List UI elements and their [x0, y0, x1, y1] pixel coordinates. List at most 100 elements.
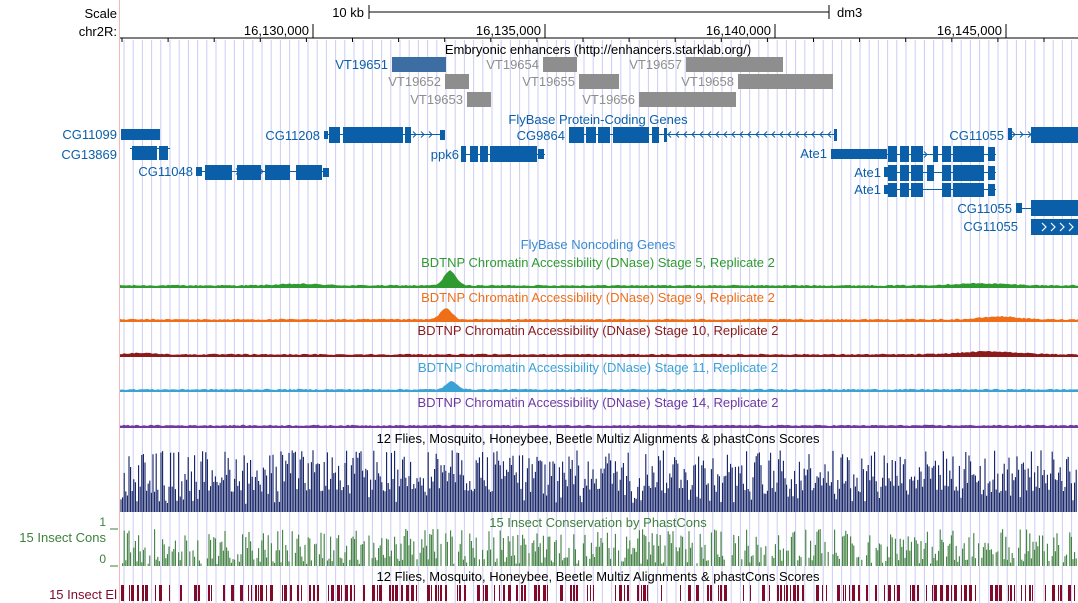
- conserved-element[interactable]: [363, 585, 365, 601]
- conserved-element[interactable]: [231, 585, 234, 601]
- conserved-element[interactable]: [477, 585, 480, 601]
- enhancer-features[interactable]: [392, 57, 833, 107]
- conserved-element[interactable]: [858, 585, 860, 601]
- phastcons-bars[interactable]: [122, 529, 1077, 566]
- conserved-element[interactable]: [499, 585, 500, 601]
- conserved-element[interactable]: [1008, 585, 1009, 601]
- conserved-element[interactable]: [142, 585, 144, 601]
- conserved-element[interactable]: [345, 585, 348, 601]
- dnase-stage10-title[interactable]: BDTNP Chromatin Accessibility (DNase) St…: [417, 323, 778, 338]
- conserved-element[interactable]: [401, 585, 403, 601]
- conserved-element[interactable]: [211, 585, 212, 601]
- conserved-element[interactable]: [790, 585, 791, 601]
- conserved-element[interactable]: [538, 585, 540, 601]
- conserved-element[interactable]: [313, 585, 315, 601]
- noncoding-genes-track-title[interactable]: FlyBase Noncoding Genes: [521, 237, 676, 252]
- conserved-element[interactable]: [750, 585, 751, 601]
- conserved-element[interactable]: [258, 585, 259, 601]
- conserved-element[interactable]: [1021, 585, 1022, 601]
- enhancer-feature[interactable]: [738, 74, 833, 89]
- elements-side-label[interactable]: 15 Insect El: [49, 587, 117, 602]
- conserved-element[interactable]: [524, 585, 526, 601]
- dnase-stage10-signal[interactable]: [120, 351, 1078, 357]
- gene-label[interactable]: CG11055: [957, 201, 1012, 216]
- conserved-element[interactable]: [643, 585, 646, 601]
- enhancer-feature[interactable]: [579, 74, 619, 89]
- conserved-element[interactable]: [121, 585, 124, 601]
- conserved-element[interactable]: [573, 585, 575, 601]
- conserved-element[interactable]: [999, 585, 1002, 601]
- enhancer-feature[interactable]: [639, 92, 736, 107]
- conserved-element[interactable]: [198, 585, 200, 601]
- conserved-element[interactable]: [951, 585, 952, 601]
- conserved-element[interactable]: [328, 585, 329, 601]
- enhancer-feature[interactable]: [686, 57, 783, 72]
- conserved-element[interactable]: [975, 585, 976, 601]
- conserved-element[interactable]: [762, 585, 765, 601]
- gene-label[interactable]: CG11055: [963, 219, 1018, 234]
- conserved-element[interactable]: [615, 585, 616, 601]
- conserved-element[interactable]: [845, 585, 846, 601]
- conserved-element[interactable]: [435, 585, 437, 601]
- conserved-element[interactable]: [251, 585, 252, 601]
- conserved-element[interactable]: [884, 585, 885, 601]
- conserved-element[interactable]: [926, 585, 927, 601]
- protein-genes-track-title[interactable]: FlyBase Protein-Coding Genes: [508, 112, 688, 127]
- conserved-element[interactable]: [395, 585, 398, 601]
- conserved-element[interactable]: [284, 585, 287, 601]
- enhancer-feature[interactable]: [445, 74, 469, 89]
- phastcons-side-label[interactable]: 15 Insect Cons: [19, 530, 106, 545]
- conserved-element[interactable]: [969, 585, 972, 601]
- conserved-element[interactable]: [494, 585, 495, 601]
- gene-label[interactable]: Ate1: [854, 182, 881, 197]
- dnase-stage14-title[interactable]: BDTNP Chromatin Accessibility (DNase) St…: [417, 395, 778, 410]
- conserved-element[interactable]: [543, 585, 546, 601]
- conserved-element[interactable]: [910, 585, 911, 601]
- enhancer-label[interactable]: VT19652: [388, 74, 441, 89]
- conserved-element[interactable]: [696, 585, 699, 601]
- dnase-stage11-signal[interactable]: [120, 381, 1078, 392]
- conserved-element[interactable]: [837, 585, 840, 601]
- conserved-element[interactable]: [1010, 585, 1012, 601]
- gene-label[interactable]: ppk6: [431, 147, 459, 162]
- conserved-element[interactable]: [1052, 585, 1055, 601]
- conserved-element[interactable]: [1025, 585, 1026, 601]
- conserved-element[interactable]: [777, 585, 779, 601]
- conserved-element[interactable]: [483, 585, 484, 601]
- gene-model[interactable]: [1016, 200, 1078, 216]
- gene-model[interactable]: [884, 183, 996, 197]
- enhancer-label[interactable]: VT19656: [582, 92, 635, 107]
- conserved-element[interactable]: [464, 585, 466, 601]
- conserved-element[interactable]: [843, 585, 844, 601]
- conserved-element[interactable]: [159, 585, 162, 601]
- conserved-element[interactable]: [508, 585, 511, 601]
- conserved-element[interactable]: [534, 585, 537, 601]
- conserved-element[interactable]: [372, 585, 375, 601]
- gene-label[interactable]: Ate1: [854, 165, 881, 180]
- dnase-stage11-title[interactable]: BDTNP Chromatin Accessibility (DNase) St…: [418, 360, 778, 375]
- conserved-element[interactable]: [350, 585, 352, 601]
- conserved-element[interactable]: [724, 585, 727, 601]
- dnase-signal-area[interactable]: [120, 351, 1078, 356]
- conserved-element[interactable]: [379, 585, 382, 601]
- dnase-stage5-signal[interactable]: [120, 270, 1078, 288]
- conserved-element[interactable]: [641, 585, 642, 601]
- dnase-signal-area[interactable]: [120, 270, 1078, 287]
- conserved-element[interactable]: [637, 585, 639, 601]
- enhancer-label[interactable]: VT19657: [629, 57, 682, 72]
- enhancer-label[interactable]: VT19655: [522, 74, 575, 89]
- conserved-element[interactable]: [270, 585, 273, 601]
- conserved-element[interactable]: [341, 585, 342, 601]
- gene-model[interactable]: [831, 146, 996, 162]
- conserved-element[interactable]: [445, 585, 447, 601]
- dnase-stage9-signal[interactable]: [120, 308, 1078, 322]
- conserved-element[interactable]: [718, 585, 719, 601]
- conserved-element[interactable]: [995, 585, 998, 601]
- conserved-element[interactable]: [647, 585, 648, 601]
- conserved-element[interactable]: [1068, 585, 1071, 601]
- conserved-element[interactable]: [155, 585, 156, 601]
- conserved-element[interactable]: [503, 585, 505, 601]
- conserved-element[interactable]: [946, 585, 949, 601]
- conserved-element[interactable]: [416, 585, 417, 601]
- conserved-element[interactable]: [1014, 585, 1015, 601]
